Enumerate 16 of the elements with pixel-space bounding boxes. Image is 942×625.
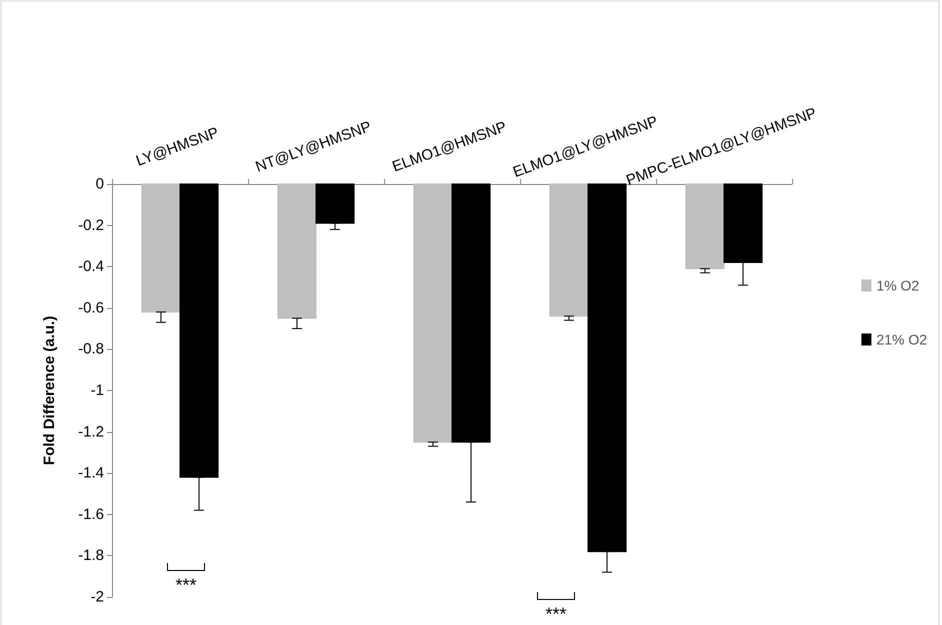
y-tick-label: -1 [90, 382, 104, 399]
y-tick-label: -0.6 [78, 299, 104, 316]
y-tick-label: -0.2 [78, 216, 104, 234]
legend-label: 1% O2 [876, 278, 920, 294]
annotation: *** [175, 575, 197, 595]
y-tick-label: -1.2 [78, 423, 104, 440]
y-tick-label: -0.8 [78, 340, 104, 358]
y-axis-title: Fold Difference (a.u.) [41, 316, 58, 466]
text: *** [545, 604, 567, 624]
y-tick-label: -1.4 [78, 464, 104, 482]
y-tick-label: -1.8 [78, 547, 104, 564]
y-tick-label: -2 [90, 588, 104, 606]
legend-label: 21% O2 [876, 332, 928, 348]
y-tick-label: 0 [96, 176, 104, 192]
y-tick-label: -0.4 [78, 258, 104, 276]
y-tick-label: -1.6 [78, 506, 104, 523]
